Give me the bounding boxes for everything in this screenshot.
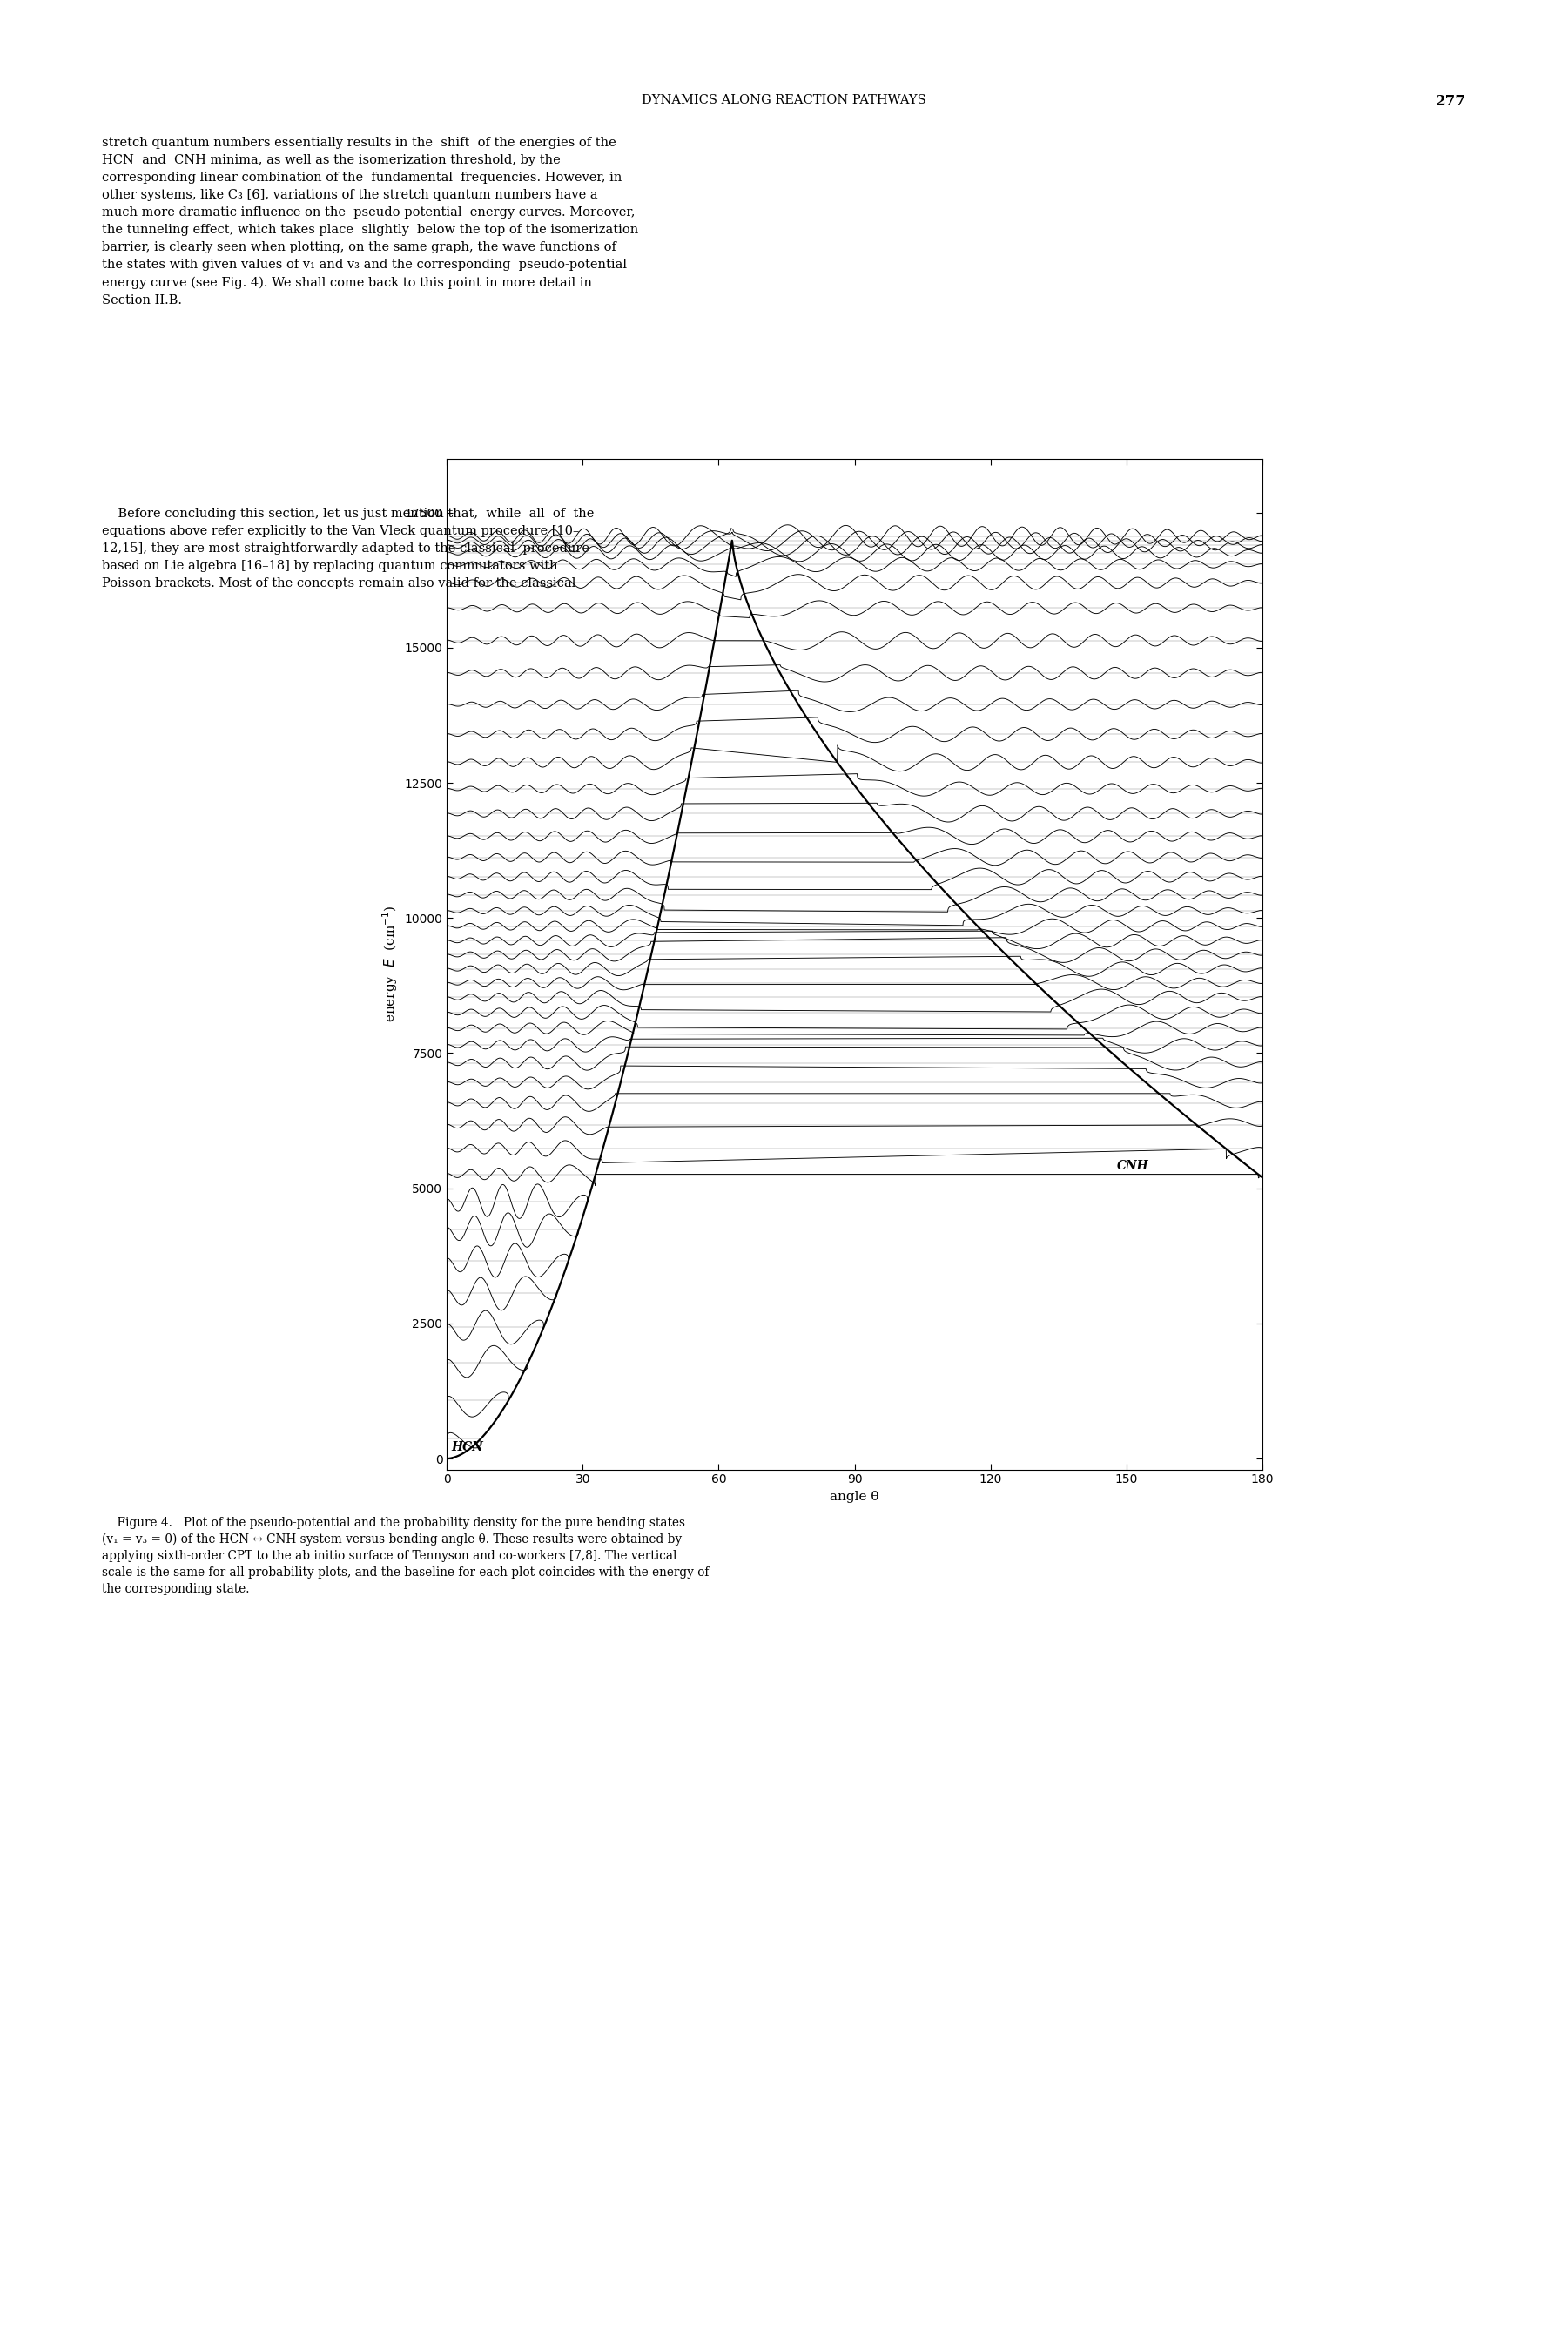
Text: DYNAMICS ALONG REACTION PATHWAYS: DYNAMICS ALONG REACTION PATHWAYS bbox=[641, 94, 927, 106]
X-axis label: angle θ: angle θ bbox=[829, 1491, 880, 1502]
Text: Figure 4.   Plot of the pseudo-potential and the probability density for the pur: Figure 4. Plot of the pseudo-potential a… bbox=[102, 1516, 709, 1594]
Text: HCN: HCN bbox=[452, 1441, 483, 1453]
Text: 277: 277 bbox=[1436, 94, 1466, 108]
Text: stretch quantum numbers essentially results in the  shift  of the energies of th: stretch quantum numbers essentially resu… bbox=[102, 136, 638, 306]
Y-axis label: energy  $E$  (cm$^{-1}$): energy $E$ (cm$^{-1}$) bbox=[381, 905, 400, 1023]
Text: Before concluding this section, let us just mention that,  while  all  of  the
e: Before concluding this section, let us j… bbox=[102, 508, 594, 590]
Text: CNH: CNH bbox=[1118, 1159, 1149, 1173]
